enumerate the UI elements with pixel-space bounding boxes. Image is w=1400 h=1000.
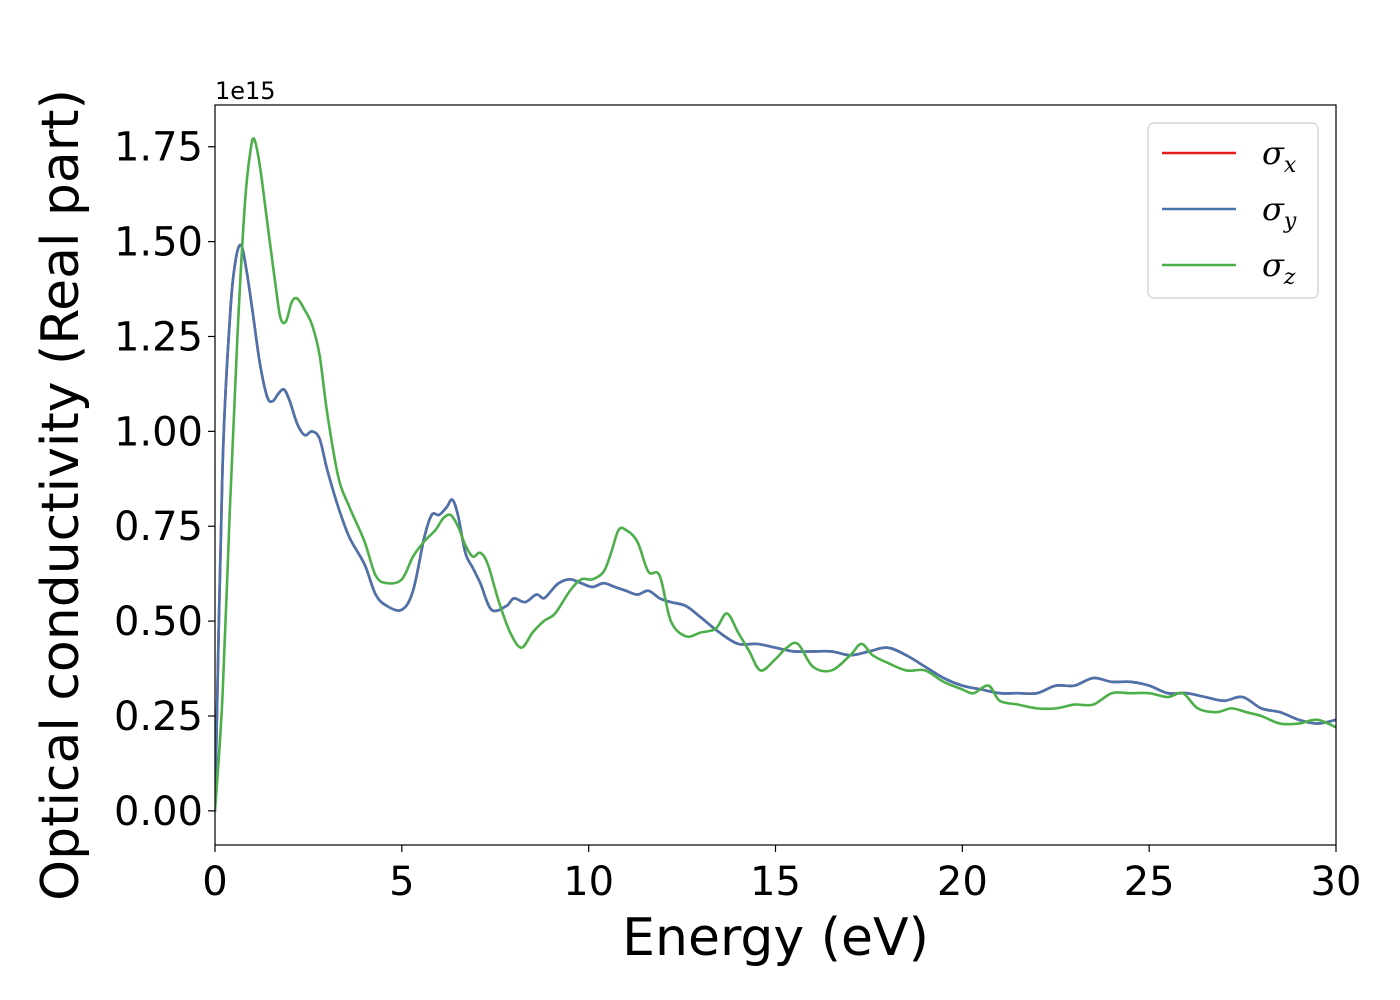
x-tick-label: 10 — [563, 859, 614, 905]
x-axis: 0 5 10 15 20 25 30 — [202, 845, 1361, 905]
y-tick-label: 1.75 — [114, 125, 203, 171]
legend-label-y: σy — [1262, 190, 1297, 234]
x-tick-label: 5 — [389, 859, 414, 905]
series-line-x — [215, 243, 1336, 813]
x-tick-label: 0 — [202, 859, 227, 905]
x-axis-label: Energy (eV) — [622, 908, 929, 968]
y-tick-label: 0.50 — [114, 599, 203, 645]
y-tick-label: 0.00 — [114, 789, 203, 835]
legend: σx σy σz — [1147, 122, 1319, 299]
y-tick-label: 1.50 — [114, 220, 203, 266]
legend-label-x: σx — [1262, 134, 1297, 178]
x-tick-label: 30 — [1311, 859, 1362, 905]
y-axis-label: Optical conductivity (Real part) — [31, 89, 91, 901]
y-tick-label: 0.75 — [114, 504, 203, 550]
x-tick-label: 25 — [1124, 859, 1175, 905]
y-tick-label: 1.25 — [114, 314, 203, 360]
legend-box — [1147, 122, 1319, 299]
y-offset-label: 1e15 — [215, 77, 276, 105]
series-line-y — [215, 243, 1336, 813]
plot-area — [215, 137, 1336, 813]
y-tick-label: 1.00 — [114, 409, 203, 455]
y-axis: 0.00 0.25 0.50 0.75 1.00 1.25 1.50 1.75 — [114, 125, 215, 835]
x-tick-label: 15 — [750, 859, 801, 905]
series-line-z — [215, 137, 1336, 813]
legend-label-z: σz — [1262, 246, 1296, 290]
y-tick-label: 0.25 — [114, 694, 203, 740]
x-tick-label: 20 — [937, 859, 988, 905]
